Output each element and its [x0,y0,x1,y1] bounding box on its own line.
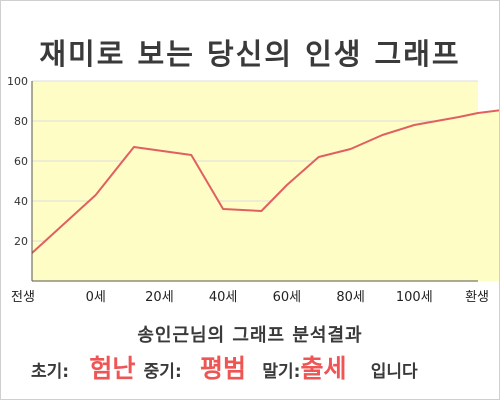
x-tick-label: 전생 [11,290,35,305]
early-value: 험난 [89,354,136,383]
y-tick-label: 20 [14,235,28,248]
mid-label: 중기: [143,362,182,382]
y-tick-label: 40 [14,195,28,208]
x-tick-label: 0세 [86,290,106,305]
analysis-summary: 초기: 험난 중기: 평범 말기:출세 입니다 [31,349,491,385]
y-tick-label: 60 [14,155,28,168]
y-tick-labels: 20 40 60 80 100 [7,75,28,248]
y-tick-label: 80 [14,115,28,128]
chart-title: 재미로 보는 당신의 인생 그래프 [39,37,461,71]
analysis-heading: 송인근님의 그래프 분석결과 [137,325,363,346]
x-tick-label: 20세 [145,290,174,305]
series-line [31,109,499,254]
early-label: 초기: [31,362,70,382]
late-label: 말기: [262,362,301,382]
x-tick-label: 80세 [336,290,365,305]
x-tick-label: 40세 [209,290,238,305]
x-tick-labels: 전생 0세 20세 40세 60세 80세 100세 환생 [11,290,489,305]
x-tick-label: 60세 [273,290,302,305]
x-tick-label: 환생 [465,290,489,305]
late-value: 출세 [300,354,347,383]
ending-text: 입니다 [370,362,418,382]
x-tick-label: 100세 [396,290,433,305]
series-area [32,110,499,281]
mid-value: 평범 [200,354,247,383]
y-tick-label: 100 [7,75,28,88]
